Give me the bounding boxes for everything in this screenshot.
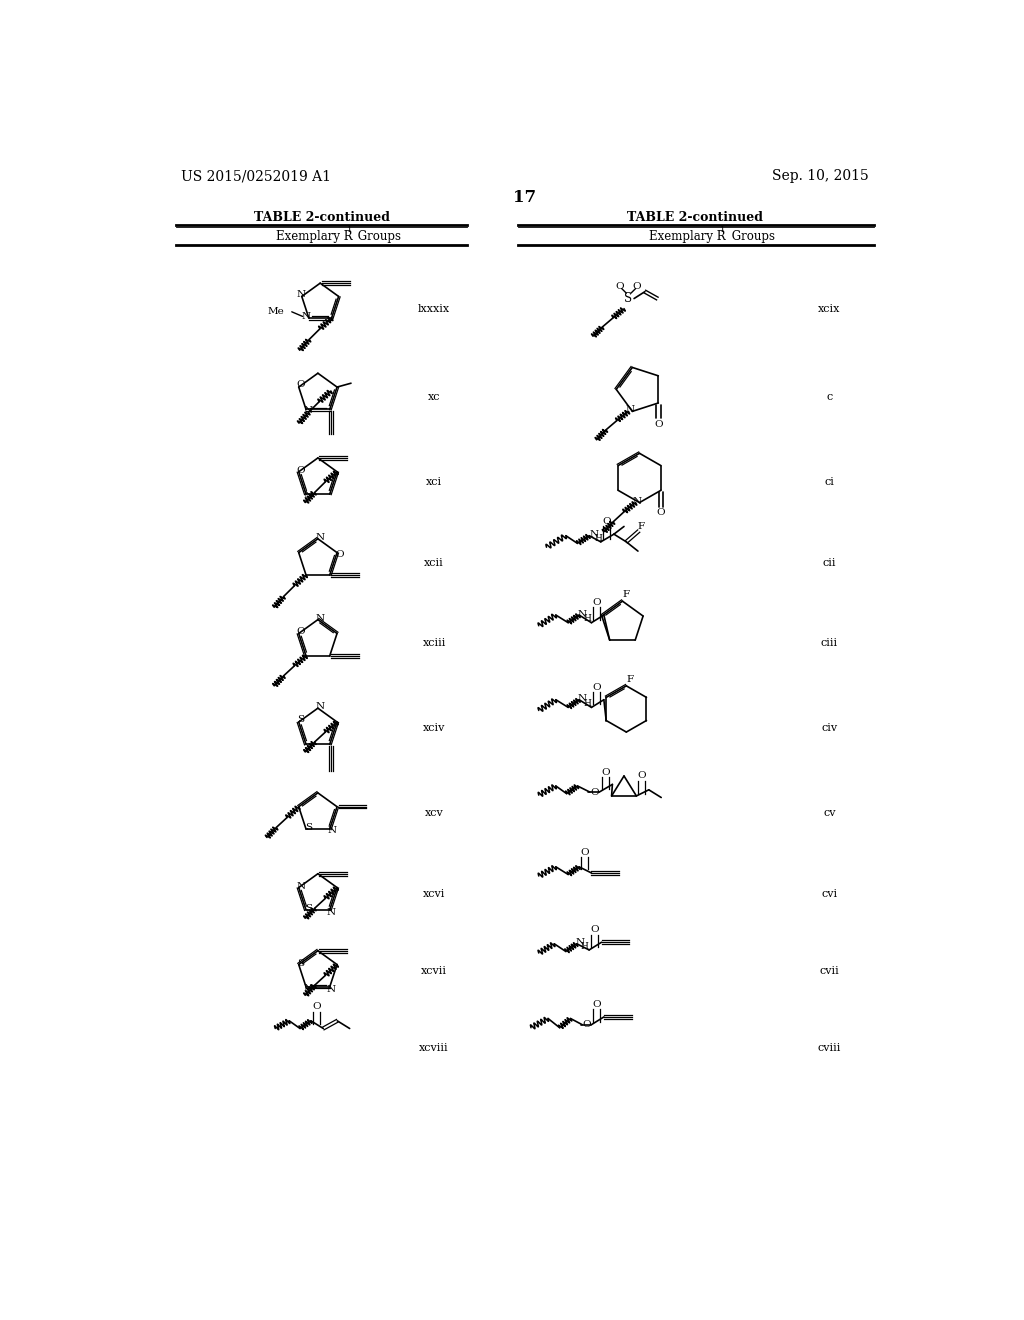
Text: xcv: xcv (425, 808, 443, 818)
Text: H: H (595, 535, 602, 544)
Text: xcviii: xcviii (419, 1043, 449, 1053)
Text: N: N (315, 533, 325, 541)
Text: N: N (302, 312, 311, 321)
Text: 1: 1 (720, 226, 725, 234)
Text: N: N (315, 702, 325, 711)
Text: O: O (633, 282, 641, 292)
Text: c: c (826, 392, 833, 403)
Text: H: H (581, 942, 589, 952)
Text: N: N (296, 289, 305, 298)
Text: O: O (593, 1001, 601, 1008)
Text: lxxxix: lxxxix (418, 304, 451, 314)
Text: H: H (584, 614, 592, 623)
Text: TABLE 2-continued: TABLE 2-continued (254, 211, 390, 224)
Text: N: N (327, 908, 336, 917)
Text: Me: Me (267, 306, 284, 315)
Text: O: O (297, 627, 305, 636)
Text: N: N (633, 496, 642, 506)
Text: US 2015/0252019 A1: US 2015/0252019 A1 (180, 169, 331, 183)
Text: O: O (593, 598, 601, 607)
Text: O: O (601, 768, 609, 776)
Text: cvii: cvii (819, 966, 840, 975)
Text: xcvii: xcvii (421, 966, 447, 975)
Text: xciv: xciv (423, 723, 445, 733)
Text: Sep. 10, 2015: Sep. 10, 2015 (772, 169, 869, 183)
Text: N: N (297, 882, 305, 891)
Text: N: N (578, 694, 587, 704)
Text: ciii: ciii (821, 639, 838, 648)
Text: ci: ci (824, 477, 835, 487)
Text: O: O (656, 508, 666, 517)
Text: xcii: xcii (424, 557, 444, 568)
Text: N: N (303, 407, 312, 416)
Text: O: O (603, 517, 611, 527)
Text: Exemplary R: Exemplary R (275, 230, 352, 243)
Text: O: O (335, 550, 344, 560)
Text: S: S (305, 904, 312, 913)
Text: cviii: cviii (818, 1043, 841, 1053)
Text: O: O (296, 466, 304, 475)
Text: O: O (590, 788, 599, 796)
Text: N: N (626, 405, 635, 414)
Text: TABLE 2-continued: TABLE 2-continued (628, 211, 763, 224)
Text: F: F (623, 590, 630, 599)
Text: O: O (593, 682, 601, 692)
Text: xciii: xciii (423, 639, 445, 648)
Text: N: N (589, 529, 598, 539)
Text: cvi: cvi (821, 888, 838, 899)
Text: 17: 17 (513, 189, 537, 206)
Text: N: N (575, 937, 585, 946)
Text: Groups: Groups (728, 230, 775, 243)
Text: N: N (315, 614, 325, 623)
Text: xci: xci (426, 477, 442, 487)
Text: Exemplary R: Exemplary R (649, 230, 726, 243)
Text: H: H (584, 700, 592, 708)
Text: O: O (590, 925, 599, 935)
Text: civ: civ (821, 723, 838, 733)
Text: 1: 1 (346, 226, 352, 234)
Text: O: O (581, 847, 589, 857)
Text: N: N (304, 983, 313, 993)
Text: O: O (654, 420, 663, 429)
Text: N: N (578, 610, 587, 619)
Text: O: O (583, 1020, 591, 1030)
Text: cii: cii (822, 557, 837, 568)
Text: S: S (298, 958, 304, 968)
Text: xc: xc (428, 392, 440, 403)
Text: xcvi: xcvi (423, 888, 445, 899)
Text: N: N (327, 985, 336, 994)
Text: S: S (624, 292, 632, 305)
Text: O: O (638, 771, 646, 780)
Text: S: S (298, 715, 304, 725)
Text: O: O (296, 380, 304, 389)
Text: Groups: Groups (354, 230, 401, 243)
Text: S: S (305, 824, 312, 832)
Text: F: F (627, 676, 634, 684)
Text: xcix: xcix (818, 304, 841, 314)
Text: O: O (312, 1002, 321, 1011)
Text: F: F (638, 521, 645, 531)
Text: O: O (615, 282, 625, 292)
Text: N: N (303, 491, 312, 500)
Text: cv: cv (823, 808, 836, 818)
Text: N: N (328, 826, 337, 836)
